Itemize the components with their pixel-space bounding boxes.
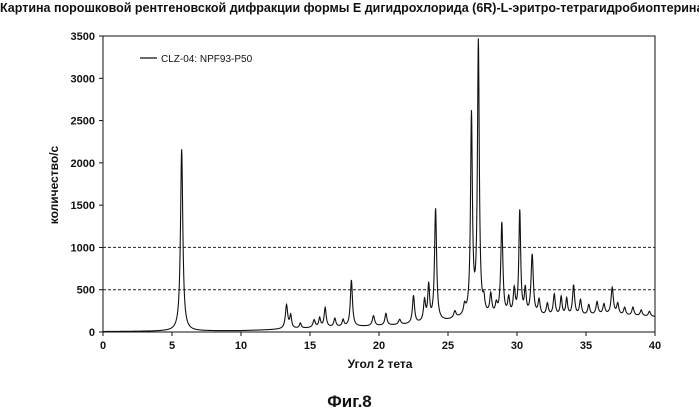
series-line-clz-04 <box>103 38 655 331</box>
y-tick-label: 1000 <box>71 242 95 254</box>
x-axis-title: Угол 2 тета <box>348 357 413 371</box>
y-axis-title: количество/с <box>47 145 61 224</box>
y-tick-label: 500 <box>77 285 95 297</box>
x-tick-label: 5 <box>169 340 175 352</box>
y-tick-label: 2000 <box>71 158 95 170</box>
y-tick-label: 3000 <box>71 73 95 85</box>
x-tick-label: 35 <box>580 340 592 352</box>
y-tick-label: 2500 <box>71 116 95 128</box>
legend-label: CLZ-04: NPF93-P50 <box>161 54 253 65</box>
reference-lines <box>103 247 655 289</box>
y-tick-label: 3500 <box>71 31 95 43</box>
x-tick-label: 30 <box>511 340 523 352</box>
y-tick-label: 0 <box>89 327 95 339</box>
figure-label: Фиг.8 <box>0 392 699 412</box>
x-tick-label: 15 <box>304 340 316 352</box>
xrd-plot: 0 500 1000 1500 2000 2500 3000 3500 0 5 10 15 20 25 30… <box>0 0 699 392</box>
legend: CLZ-04: NPF93-P50 <box>140 54 253 65</box>
x-tick-label: 25 <box>442 340 454 352</box>
y-tick-label: 1500 <box>71 200 95 212</box>
x-tick-label: 10 <box>235 340 247 352</box>
axes: 0 500 1000 1500 2000 2500 3000 3500 0 5 10 15 20 25 30… <box>71 31 662 352</box>
x-tick-label: 40 <box>649 340 661 352</box>
x-tick-label: 20 <box>373 340 385 352</box>
plot-frame <box>103 36 655 332</box>
series-layer <box>103 38 655 331</box>
x-tick-label: 0 <box>100 340 106 352</box>
